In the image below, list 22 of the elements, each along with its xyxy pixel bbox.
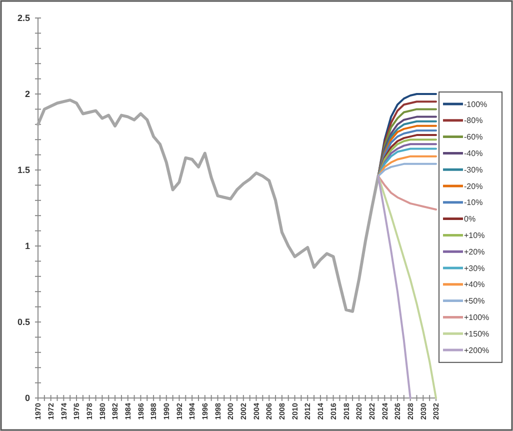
y-tick-label: 0: [24, 393, 30, 404]
legend-label: +10%: [464, 231, 485, 240]
y-tick-label: 1.5: [17, 165, 30, 176]
legend-label: +100%: [464, 313, 490, 322]
legend-label: +20%: [464, 247, 485, 256]
legend-label: +150%: [464, 329, 490, 338]
legend-label: +200%: [464, 346, 490, 355]
legend-label: +30%: [464, 264, 485, 273]
y-tick-label: 2: [24, 89, 30, 100]
y-tick-label: 0.5: [17, 317, 30, 328]
legend-label: -100%: [464, 100, 488, 109]
legend-label: -80%: [464, 116, 483, 126]
legend-label: -60%: [464, 132, 483, 142]
y-tick-label: 1: [24, 241, 30, 252]
legend-label: 0%: [464, 214, 476, 224]
y-tick-label: 2.5: [17, 13, 30, 24]
legend-label: +40%: [464, 280, 485, 290]
legend-label: -20%: [464, 182, 483, 191]
legend-label: -10%: [464, 198, 483, 208]
legend-label: -40%: [464, 149, 483, 158]
legend-label: +50%: [464, 296, 485, 306]
legend-label: -30%: [464, 165, 483, 174]
